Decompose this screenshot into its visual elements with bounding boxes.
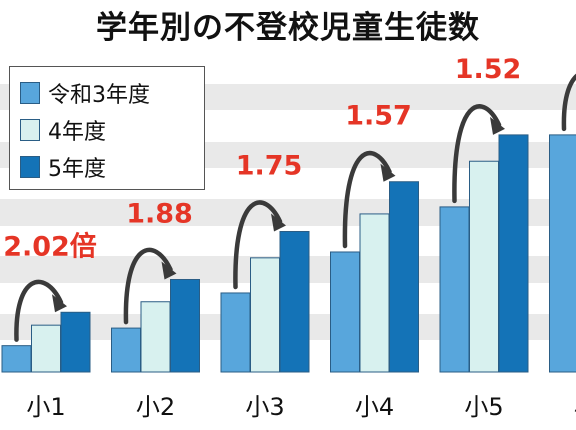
bar-小5-2 [498, 134, 529, 373]
bar-小1-0 [1, 345, 32, 373]
legend-swatch-r3 [20, 81, 40, 104]
x-tick-小4: 小4 [355, 393, 394, 421]
arrow-小1 [14, 279, 64, 342]
ratio-label-小2: 1.88 [126, 198, 193, 229]
bar-小6-0 [549, 134, 576, 373]
bar-小2-2 [170, 278, 200, 373]
arrow-小4 [342, 150, 392, 249]
arrow-head-小3 [271, 213, 286, 232]
arrow-小2 [123, 247, 173, 325]
arrow-head-小1 [52, 294, 67, 313]
bar-小1-1 [31, 324, 61, 373]
ratio-label-小3: 1.75 [236, 150, 303, 181]
arrow-head-小2 [161, 261, 177, 280]
arrow-head-小4 [380, 163, 396, 182]
ratio-label-小5: 1.52 [455, 54, 522, 85]
legend-item-r3: 令和3年度 [20, 74, 196, 111]
bar-小1-2 [60, 311, 91, 373]
arrow-小6 [561, 73, 576, 132]
x-tick-小2: 小2 [136, 393, 175, 421]
bar-小5-1 [469, 160, 499, 373]
bar-小3-0 [220, 292, 251, 373]
legend-item-r5: 5年度 [20, 148, 196, 185]
x-tick-小5: 小5 [464, 393, 503, 421]
x-tick-小1: 小1 [26, 393, 65, 421]
x-tick-小6: 小6 [574, 393, 576, 421]
arrow-小5 [452, 104, 502, 204]
bar-小3-2 [279, 230, 310, 373]
bar-小4-1 [359, 213, 390, 373]
legend-item-r4: 4年度 [20, 111, 196, 148]
arrow-head-小5 [490, 116, 505, 135]
legend-swatch-r4 [20, 118, 40, 141]
x-tick-小3: 小3 [245, 393, 284, 421]
chart-title: 学年別の不登校児童生徒数 [96, 10, 480, 46]
bar-小5-0 [439, 206, 470, 373]
legend: 令和3年度 4年度 5年度 [9, 66, 205, 190]
legend-swatch-r5 [20, 155, 40, 178]
legend-label-r5: 5年度 [48, 156, 106, 182]
ratio-label-小1: 2.02倍 [3, 230, 97, 262]
bar-小4-2 [389, 181, 419, 373]
bar-小3-1 [250, 257, 280, 373]
legend-label-r3: 令和3年度 [48, 82, 150, 108]
legend-label-r4: 4年度 [48, 119, 106, 145]
arrow-小3 [233, 200, 283, 290]
bar-小2-1 [140, 301, 171, 373]
ratio-label-小4: 1.57 [345, 101, 412, 132]
bar-小2-0 [111, 327, 141, 373]
bar-小4-0 [330, 251, 360, 373]
